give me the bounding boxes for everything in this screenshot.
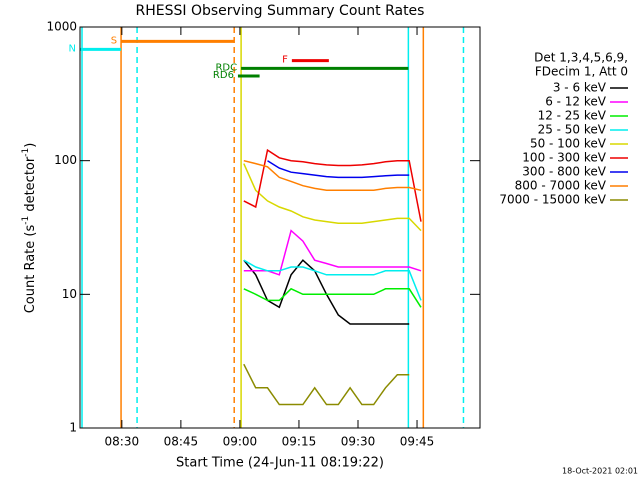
series-line [267, 160, 410, 179]
series-line [243, 259, 422, 301]
y-axis-label-part: Count Rate (s [23, 225, 38, 314]
flag-label: RD6 [213, 70, 234, 81]
y-axis-label-part: ) [23, 143, 38, 148]
legend-label: 7000 - 15000 keV [499, 193, 606, 207]
flag-label: S [111, 35, 117, 46]
plot-frame [79, 26, 481, 429]
legend-header: Det 1,3,4,5,6,9, [534, 51, 628, 65]
series-line [243, 287, 422, 308]
legend-label: 50 - 100 keV [530, 137, 607, 151]
flag-label: N [69, 43, 76, 54]
flag-label: F [282, 55, 288, 66]
legend-label: 25 - 50 keV [538, 123, 607, 137]
y-axis-label-part: -1 [21, 216, 31, 225]
y-axis-label-part: -1 [21, 148, 31, 157]
series-line [243, 363, 410, 406]
series-line [243, 229, 422, 276]
legend-label: 300 - 800 keV [522, 165, 606, 179]
y-axis-label: Count Rate (s-1 detector-1) [21, 143, 38, 314]
legend-label: 800 - 7000 keV [515, 179, 607, 193]
x-tick-label: 09:30 [341, 435, 376, 449]
footer: 18-Oct-2021 02:01 [562, 467, 638, 476]
y-tick-label: 1000 [46, 20, 77, 34]
y-tick-label: 100 [54, 153, 77, 167]
chart-title: RHESSI Observing Summary Count Rates [136, 3, 425, 19]
x-tick-label: 09:00 [223, 435, 258, 449]
y-axis-label-part: detector [23, 156, 38, 216]
legend-label: 100 - 300 keV [522, 151, 606, 165]
series-line [243, 148, 422, 222]
y-tick-label: 1 [69, 421, 77, 435]
flag-label: RDC [215, 62, 237, 73]
x-tick-label: 08:30 [105, 435, 140, 449]
x-axis-label: Start Time (24-Jun-11 08:19:22) [176, 456, 384, 471]
x-tick-label: 09:15 [282, 435, 317, 449]
x-tick-label: 08:45 [164, 435, 199, 449]
y-tick-label: 10 [62, 287, 77, 301]
legend-label: 6 - 12 keV [545, 95, 607, 109]
legend-label: 12 - 25 keV [538, 109, 607, 123]
series-line [243, 159, 422, 192]
x-tick-label: 09:45 [400, 435, 435, 449]
series-line [243, 163, 422, 232]
legend-header: FDecim 1, Att 0 [535, 65, 628, 79]
legend-label: 3 - 6 keV [553, 81, 607, 95]
